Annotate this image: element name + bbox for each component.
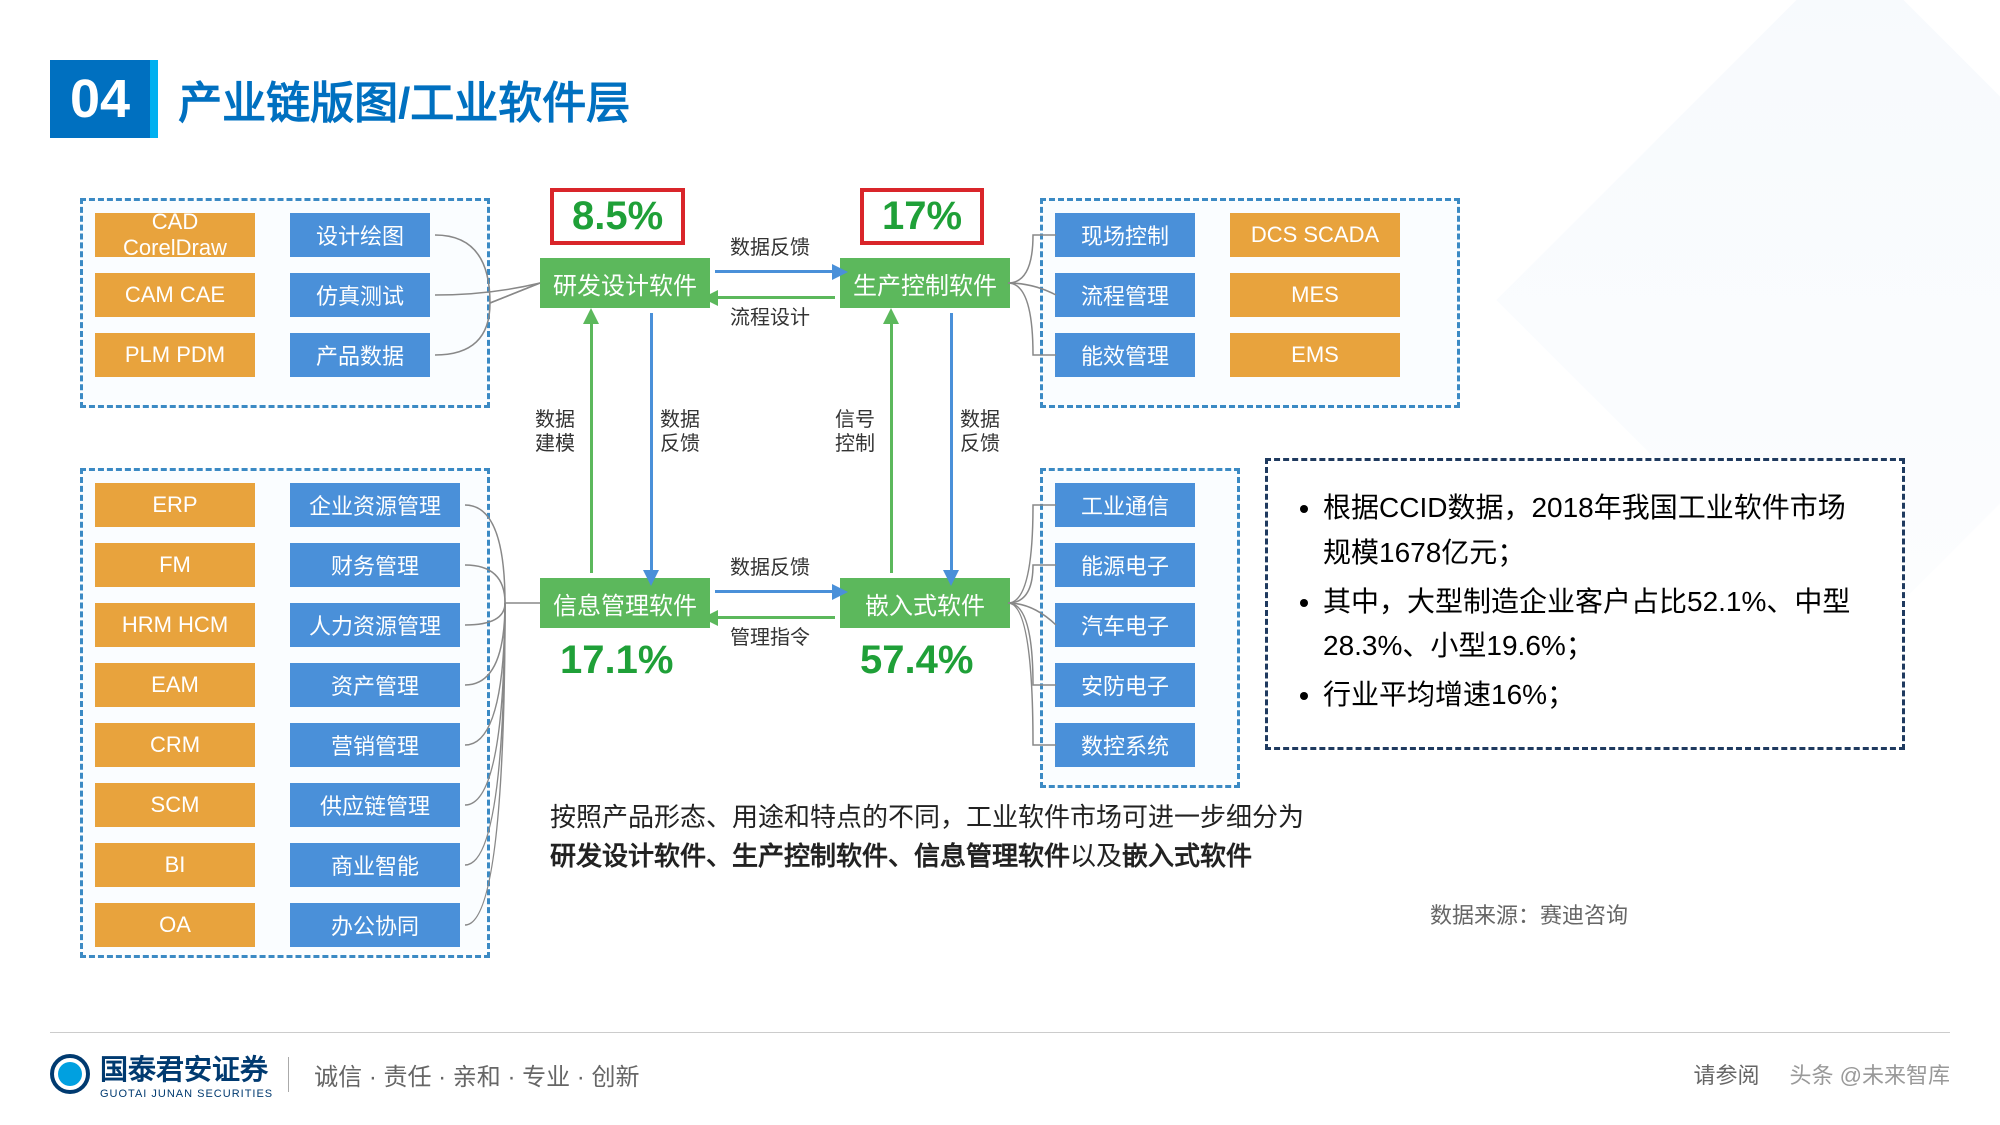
box-flow: 流程管理 [1055, 273, 1195, 317]
vline-rl [890, 313, 893, 573]
company-name: 国泰君安证券 [100, 1048, 273, 1088]
box-sim: 仿真测试 [290, 273, 430, 317]
box-crm2: 营销管理 [290, 723, 460, 767]
data-source: 数据来源：赛迪咨询 [1430, 898, 1628, 930]
arrowhead-rlu [883, 308, 899, 324]
caption-l1: 按照产品形态、用途和特点的不同，工业软件市场可进一步细分为 [550, 802, 1304, 832]
caption-b1: 研发设计软件、生产控制软件、信息管理软件 [550, 841, 1070, 871]
caption-b2: 嵌入式软件 [1122, 841, 1252, 871]
box-crm: CRM [95, 723, 255, 767]
info-box: 根据CCID数据，2018年我国工业软件市场规模1678亿元； 其中，大型制造企… [1265, 458, 1905, 750]
lbl-left-r: 数据 反馈 [660, 408, 700, 456]
box-eam2: 资产管理 [290, 663, 460, 707]
arrow-mid-l [715, 616, 835, 619]
box-cnc: 数控系统 [1055, 723, 1195, 767]
vline-rr [950, 313, 953, 573]
box-scm: SCM [95, 783, 255, 827]
node-embed: 嵌入式软件 [840, 578, 1010, 628]
box-erp: ERP [95, 483, 255, 527]
lbl-right-r: 数据 反馈 [960, 408, 1000, 456]
footer: 国泰君安证券 GUOTAI JUNAN SECURITIES 诚信 · 责任 ·… [50, 1032, 1950, 1100]
arrowhead-ml [702, 610, 718, 626]
lbl-top-lower: 流程设计 [730, 306, 810, 330]
arrow-top-r [715, 270, 835, 273]
arrowhead-rrd [943, 570, 959, 586]
bullet-2: 其中，大型制造企业客户占比52.1%、中型28.3%、小型19.6%； [1323, 580, 1872, 670]
box-hrm2: 人力资源管理 [290, 603, 460, 647]
box-hrm: HRM HCM [95, 603, 255, 647]
box-fm2: 财务管理 [290, 543, 460, 587]
company-en: GUOTAI JUNAN SECURITIES [100, 1088, 273, 1100]
box-cam: CAM CAE [95, 273, 255, 317]
connector-bl [460, 483, 545, 953]
caption-mid: 以及 [1070, 841, 1122, 871]
node-rd: 研发设计软件 [540, 258, 710, 308]
connector-tr [1008, 213, 1058, 393]
box-oa2: 办公协同 [290, 903, 460, 947]
arrowhead-llu [583, 308, 599, 324]
box-comm: 工业通信 [1055, 483, 1195, 527]
connector-tl [430, 213, 545, 393]
arrow-top-l [715, 296, 835, 299]
box-field: 现场控制 [1055, 213, 1195, 257]
box-pdata: 产品数据 [290, 333, 430, 377]
slide: 04 产业链版图/工业软件层 CAD CorelDraw CAM CAE PLM… [0, 0, 2000, 1125]
box-design: 设计绘图 [290, 213, 430, 257]
box-cad: CAD CorelDraw [95, 213, 255, 257]
note-prefix: 请参阅 [1694, 1058, 1760, 1090]
box-security: 安防电子 [1055, 663, 1195, 707]
vline-ll [590, 313, 593, 573]
vline-lr [650, 313, 653, 573]
arrowhead-tr [832, 264, 848, 280]
box-fm: FM [95, 543, 255, 587]
box-auto: 汽车电子 [1055, 603, 1195, 647]
page-number: 04 [50, 60, 158, 138]
pct-br: 57.4% [860, 638, 973, 683]
lbl-mid-lower: 管理指令 [730, 626, 810, 650]
box-bi: BI [95, 843, 255, 887]
lbl-top-upper: 数据反馈 [730, 236, 810, 260]
diagram-area: CAD CorelDraw CAM CAE PLM PDM 设计绘图 仿真测试 … [50, 158, 1950, 958]
box-dcs: DCS SCADA [1230, 213, 1400, 257]
box-plm: PLM PDM [95, 333, 255, 377]
company-logo: 国泰君安证券 GUOTAI JUNAN SECURITIES [50, 1048, 273, 1100]
connector-br [1008, 483, 1058, 783]
pct-tl: 8.5% [550, 188, 685, 245]
box-erp2: 企业资源管理 [290, 483, 460, 527]
lbl-right-l: 信号 控制 [835, 408, 875, 456]
box-bi2: 商业智能 [290, 843, 460, 887]
node-prod: 生产控制软件 [840, 258, 1010, 308]
motto: 诚信 · 责任 · 亲和 · 专业 · 创新 [288, 1057, 639, 1092]
slide-title: 产业链版图/工业软件层 [178, 67, 630, 131]
box-energy: 能效管理 [1055, 333, 1195, 377]
box-mes: MES [1230, 273, 1400, 317]
lbl-mid-upper: 数据反馈 [730, 556, 810, 580]
arrow-mid-r [715, 590, 835, 593]
caption: 按照产品形态、用途和特点的不同，工业软件市场可进一步细分为 研发设计软件、生产控… [550, 798, 1450, 876]
box-oa: OA [95, 903, 255, 947]
node-info: 信息管理软件 [540, 578, 710, 628]
bullet-3: 行业平均增速16%； [1323, 673, 1872, 718]
watermark: 头条 @未来智库 [1790, 1058, 1950, 1090]
pct-tr: 17% [860, 188, 984, 245]
lbl-left-l: 数据 建模 [535, 408, 575, 456]
box-eam: EAM [95, 663, 255, 707]
box-scm2: 供应链管理 [290, 783, 460, 827]
arrowhead-mr [832, 584, 848, 600]
bullet-1: 根据CCID数据，2018年我国工业软件市场规模1678亿元； [1323, 486, 1872, 576]
arrowhead-tl [702, 290, 718, 306]
logo-icon [50, 1054, 90, 1094]
arrowhead-lrd [643, 570, 659, 586]
header: 04 产业链版图/工业软件层 [50, 60, 1950, 138]
box-energy2: 能源电子 [1055, 543, 1195, 587]
box-ems: EMS [1230, 333, 1400, 377]
pct-bl: 17.1% [560, 638, 673, 683]
